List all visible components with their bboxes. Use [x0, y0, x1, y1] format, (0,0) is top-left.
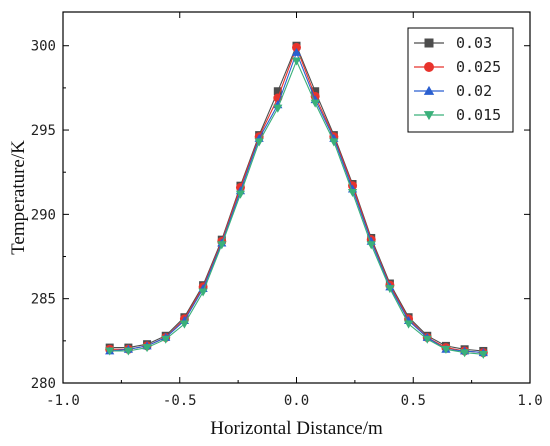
y-tick-label: 280 — [31, 376, 56, 392]
data-point — [311, 87, 320, 96]
legend-marker — [424, 62, 434, 72]
x-axis-title: Horizontal Distance/m — [210, 418, 383, 439]
x-tick-label: 0.0 — [284, 393, 309, 409]
legend-label: 0.015 — [456, 106, 501, 124]
y-tick-label: 290 — [31, 207, 56, 223]
x-tick-label: -1.0 — [46, 393, 80, 409]
data-point — [291, 57, 302, 66]
legend-marker — [423, 85, 435, 95]
x-tick-label: -0.5 — [163, 393, 197, 409]
data-point — [142, 344, 152, 353]
legend: 0.03 0.025 0.02 0.015 — [407, 27, 514, 133]
data-point — [329, 138, 339, 147]
data-point — [403, 320, 414, 329]
data-point — [198, 288, 208, 297]
data-point — [235, 190, 246, 199]
legend-marker — [424, 38, 434, 48]
data-point — [254, 138, 264, 147]
data-point — [105, 347, 115, 356]
data-point — [273, 104, 283, 113]
data-point — [292, 42, 301, 52]
y-tick-label: 295 — [31, 123, 56, 139]
data-point — [123, 347, 133, 356]
data-point — [291, 47, 302, 56]
legend-label: 0.025 — [456, 58, 501, 76]
legend-label: 0.02 — [456, 82, 492, 100]
y-tick-label: 285 — [31, 292, 56, 308]
data-point — [366, 241, 376, 250]
y-axis-title: Temperature/K — [8, 140, 29, 255]
data-point — [385, 285, 395, 294]
data-point — [347, 188, 358, 198]
data-point — [161, 335, 171, 344]
data-point — [273, 87, 282, 96]
data-point — [441, 345, 451, 354]
y-tick-label: 300 — [31, 39, 56, 55]
x-tick-label: 1.0 — [517, 393, 542, 409]
data-point — [478, 350, 488, 359]
data-point — [217, 241, 227, 250]
data-point — [273, 93, 283, 103]
data-point — [179, 320, 190, 329]
legend-marker — [423, 111, 435, 121]
series-0_015 — [105, 57, 488, 359]
data-point — [460, 349, 470, 358]
data-point — [310, 99, 320, 108]
legend-label: 0.03 — [456, 34, 492, 52]
data-point — [422, 335, 432, 344]
x-tick-label: 0.5 — [401, 393, 426, 409]
